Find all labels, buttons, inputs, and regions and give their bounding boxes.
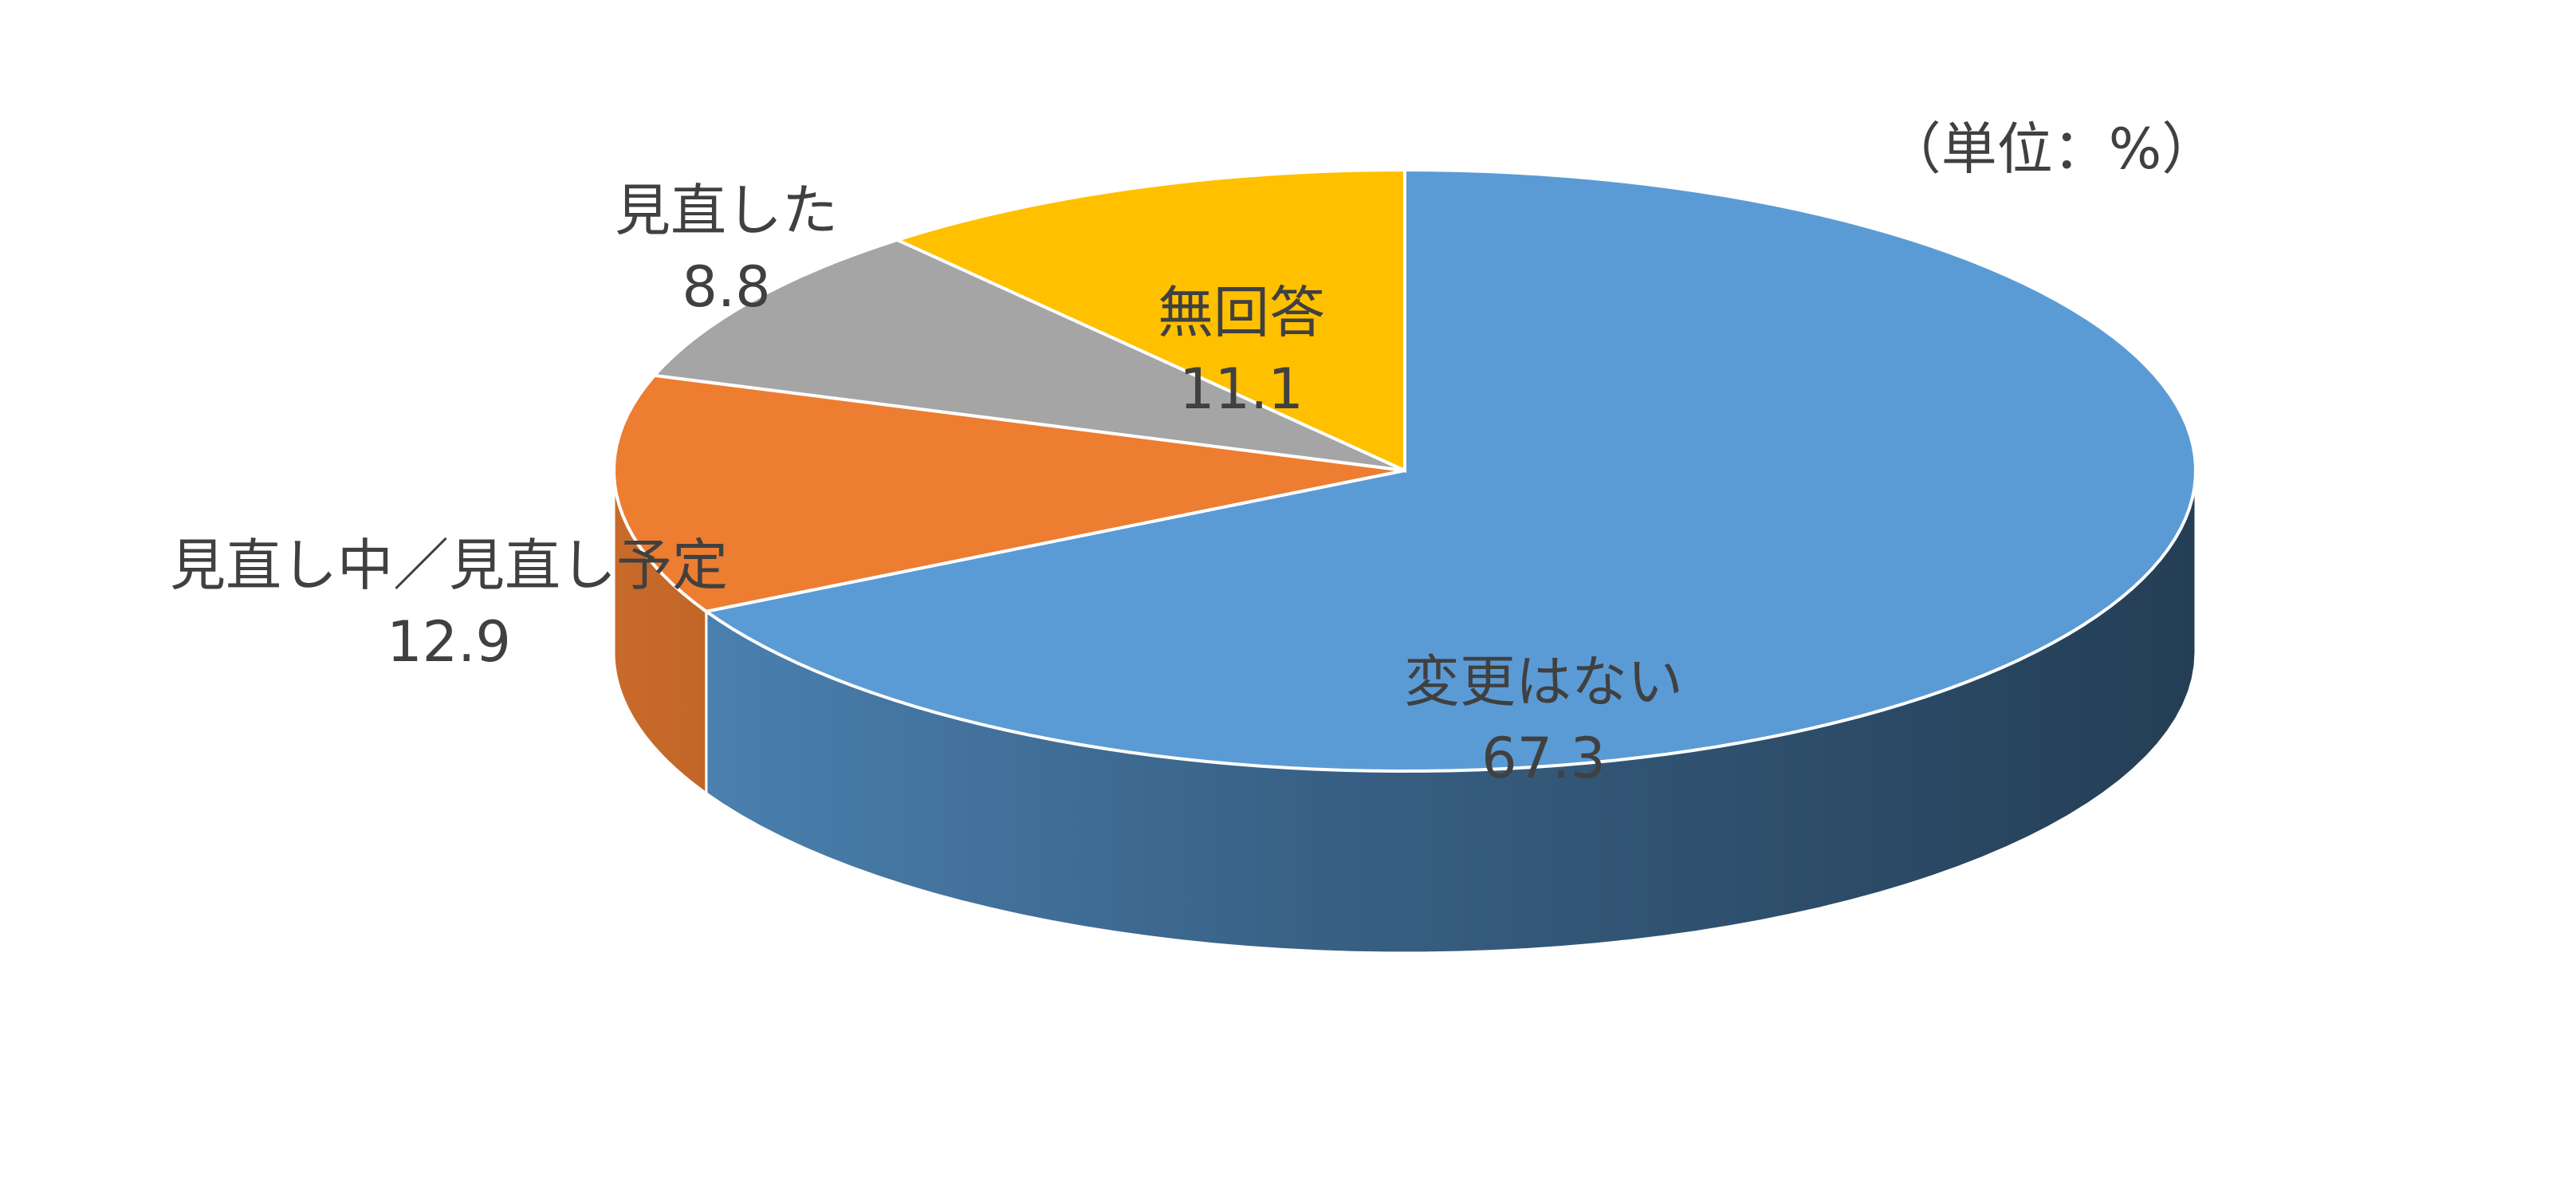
slice <box>892 167 1406 474</box>
slice-label: 見直した <box>615 178 838 243</box>
slice-value: 12.9 <box>387 609 511 675</box>
slice-label: 無回答 <box>1158 280 1325 345</box>
unit-note: （単位：%） <box>1886 116 2218 182</box>
slice-value: 8.8 <box>682 254 770 320</box>
slice-value: 11.1 <box>1179 356 1304 422</box>
slice-label: 変更はない <box>1404 649 1683 715</box>
slice <box>612 373 1406 613</box>
slice-label: 見直し中／見直し予定 <box>170 533 728 598</box>
slice <box>702 167 2197 773</box>
slice-value: 67.3 <box>1481 726 1606 791</box>
slice <box>651 238 1406 472</box>
